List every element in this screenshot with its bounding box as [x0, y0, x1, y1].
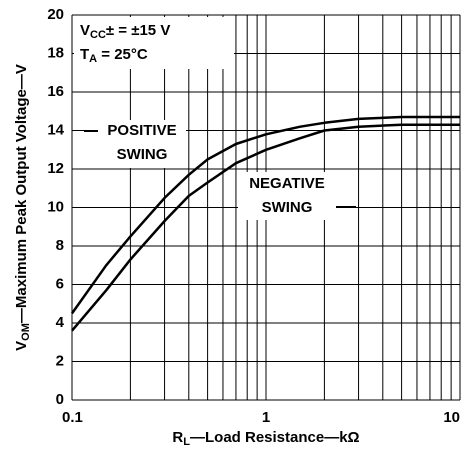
y-axis-label-part: OM — [20, 323, 32, 341]
y-tick-label: 6 — [56, 275, 64, 292]
annotation: SWING — [262, 199, 313, 216]
line — [71, 123, 460, 332]
y-tick-label: 16 — [47, 83, 64, 100]
y-tick-label: 8 — [56, 237, 64, 254]
x-axis-label: RL—Load Resistance—kΩ — [172, 429, 359, 448]
x-axis-label-part: R — [172, 429, 183, 446]
y-tick-label: 2 — [56, 352, 64, 369]
y-tick-label: 0 — [56, 391, 64, 408]
y-axis-label-part: V — [13, 341, 30, 351]
annotation-part: CC — [90, 29, 106, 41]
annotation: VCC± = ±15 V — [80, 22, 170, 41]
y-tick-label: 20 — [47, 6, 64, 23]
annotation: POSITIVE — [107, 122, 176, 139]
y-tick-label: 14 — [47, 121, 64, 138]
x-axis-label-part: L — [183, 436, 190, 448]
annotation-part: ± = ±15 V — [106, 22, 170, 39]
annotation-part: = 25°C — [97, 46, 148, 63]
annotation-box — [74, 17, 234, 69]
line — [70, 115, 460, 315]
y-tick-label: 10 — [47, 198, 64, 215]
annotation: TA = 25°C — [80, 46, 148, 65]
x-tick-label: 10 — [443, 409, 460, 426]
x-axis-label-part: —Load Resistance—kΩ — [190, 429, 360, 446]
y-tick-label: 12 — [47, 160, 64, 177]
annotation: SWING — [117, 146, 168, 163]
x-tick-label: 0.1 — [62, 409, 83, 426]
y-tick-label: 18 — [47, 44, 64, 61]
annotation: NEGATIVE — [249, 175, 325, 192]
y-axis-label: VOM—Maximum Peak Output Voltage—V — [13, 64, 32, 351]
y-tick-label: 4 — [56, 314, 65, 331]
annotation-part: V — [80, 22, 90, 39]
y-axis-label-part: —Maximum Peak Output Voltage—V — [13, 64, 30, 323]
annotation-box — [98, 120, 186, 168]
annotation-part: A — [89, 53, 97, 65]
annotation-box — [238, 172, 336, 220]
annotation-part: T — [80, 46, 89, 63]
x-tick-label: 1 — [262, 409, 270, 426]
